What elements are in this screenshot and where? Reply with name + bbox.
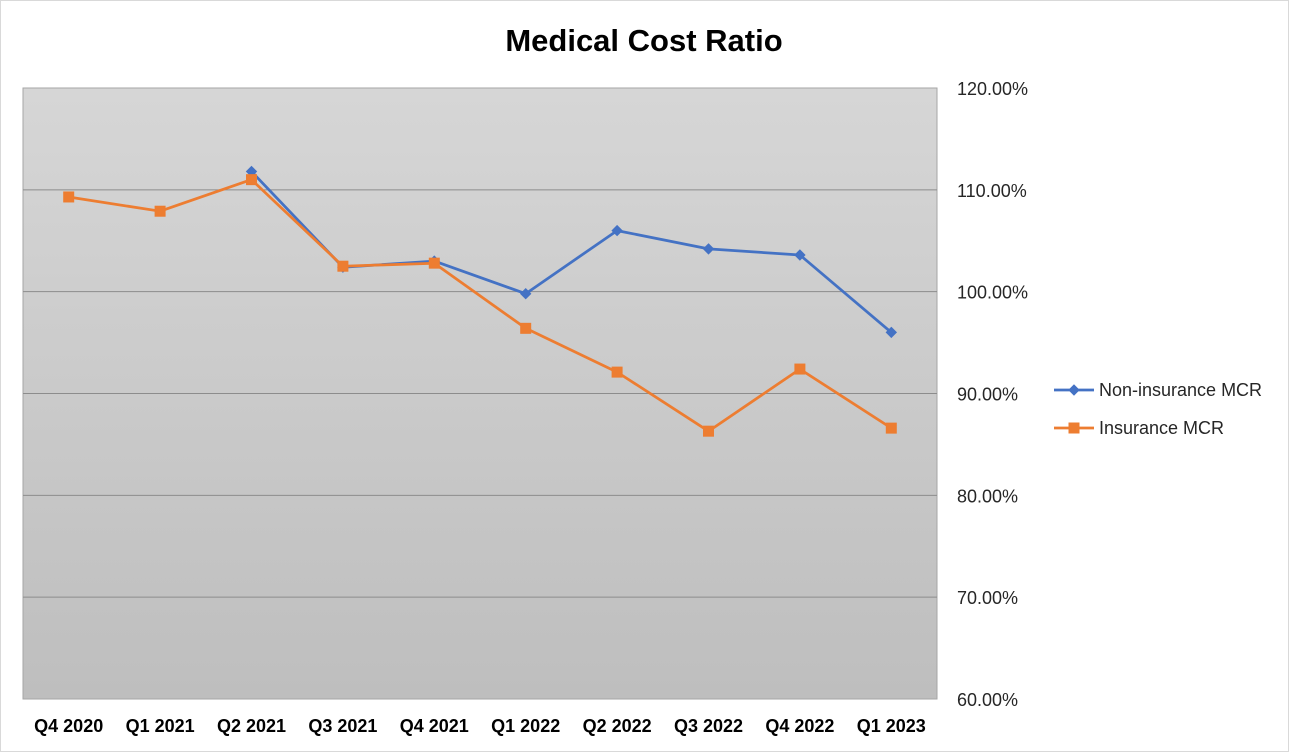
y-tick-label: 70.00% [957,588,1018,608]
y-tick-label: 100.00% [957,283,1028,303]
x-tick-label: Q4 2020 [34,716,103,736]
y-axis-ticks: 60.00% 70.00% 80.00% 90.00% 100.00% 110.00% 12… [957,79,1028,710]
x-tick-label: Q2 2021 [217,716,286,736]
y-tick-label: 60.00% [957,690,1018,710]
data-point [611,224,623,237]
data-point [885,422,897,434]
data-point [794,363,806,375]
y-tick-label: 120.00% [957,79,1028,99]
data-point [703,425,714,437]
legend: Non-insurance MCR Insurance MCR [1054,380,1262,438]
x-tick-label: Q2 2022 [583,716,652,736]
legend-marker [1068,384,1080,396]
data-point [611,366,623,378]
data-point [63,191,75,203]
x-tick-label: Q3 2022 [674,716,743,736]
x-axis-ticks: Q4 2020 Q1 2021 Q2 2021 Q3 2021 Q4 2021 Q1 20… [34,716,926,736]
data-point [337,260,349,272]
series-1 [63,174,897,437]
legend-label: Non-insurance MCR [1099,380,1262,400]
data-point [154,205,166,217]
data-point [885,326,898,339]
data-point [246,174,257,186]
legend-item-0: Non-insurance MCR [1054,380,1262,400]
x-tick-label: Q1 2023 [857,716,926,736]
legend-item-1: Insurance MCR [1054,418,1224,438]
y-tick-label: 80.00% [957,486,1018,506]
data-point [519,287,532,300]
legend-marker [1068,422,1080,434]
x-tick-label: Q1 2022 [491,716,560,736]
x-tick-label: Q4 2022 [765,716,834,736]
data-point [428,257,440,269]
y-tick-label: 110.00% [957,181,1027,201]
x-tick-label: Q4 2021 [400,716,469,736]
series [63,165,898,437]
chart-title: Medical Cost Ratio [505,23,782,58]
legend-label: Insurance MCR [1099,418,1224,438]
gridlines [23,189,937,598]
x-tick-label: Q3 2021 [308,716,377,736]
y-tick-label: 90.00% [957,385,1018,405]
series-line [67,178,893,433]
data-point [794,249,806,261]
data-point [702,243,715,255]
x-tick-label: Q1 2021 [126,716,195,736]
data-point [520,322,532,334]
